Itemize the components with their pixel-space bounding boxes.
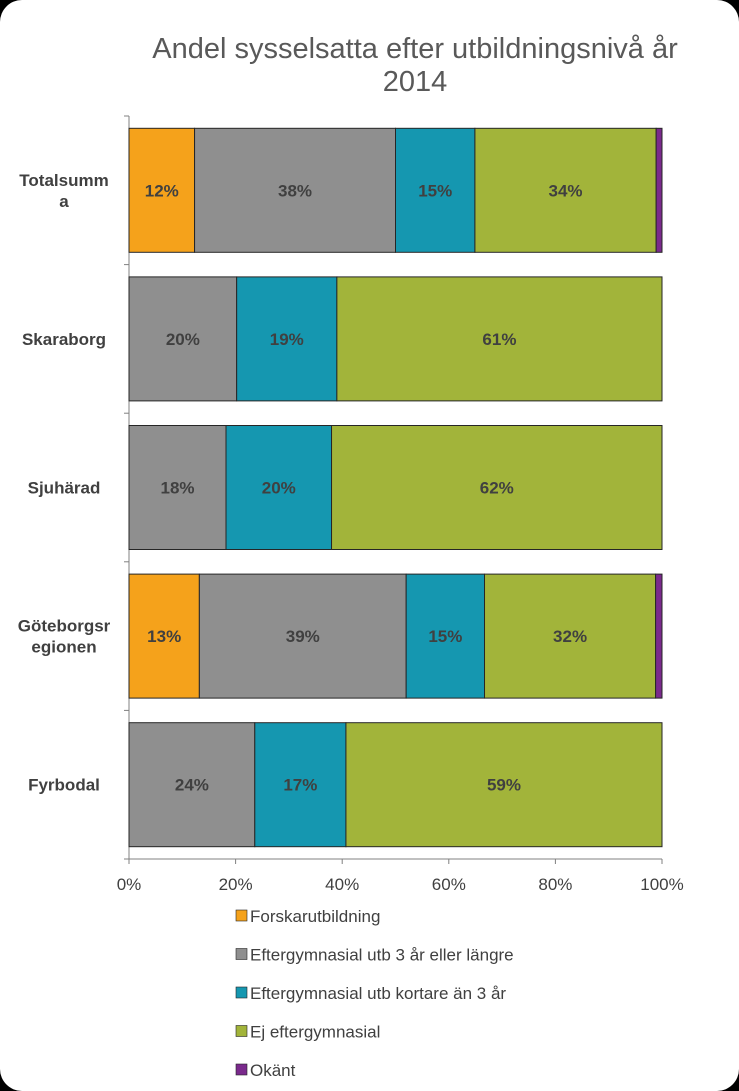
legend-label: Forskarutbildning: [250, 907, 380, 926]
data-label: 20%: [166, 330, 200, 349]
data-label: 59%: [487, 776, 521, 795]
bar-segment: [345, 722, 663, 848]
bar-segment: [655, 573, 663, 699]
x-tick-label: 0%: [117, 875, 142, 894]
chart-title-line: Andel sysselsatta efter utbildningsnivå …: [152, 33, 678, 65]
bar-segment: [128, 573, 200, 699]
data-label: 61%: [482, 330, 516, 349]
data-label: 20%: [262, 479, 296, 498]
category-label: Totalsumm: [19, 171, 108, 190]
x-tick-label: 80%: [538, 875, 572, 894]
bar-segment: [128, 722, 256, 848]
data-label: 12%: [145, 181, 179, 200]
data-label: 13%: [147, 627, 181, 646]
bar-segment: [225, 425, 333, 550]
legend-swatch: [235, 1063, 248, 1076]
legend-swatch: [235, 909, 248, 922]
x-tick-label: 40%: [325, 875, 359, 894]
data-label: 15%: [418, 181, 452, 200]
data-label: 15%: [428, 627, 462, 646]
bar-segment: [331, 425, 663, 550]
bar-segment: [336, 276, 663, 402]
legend-label: Eftergymnasial utb kortare än 3 år: [250, 984, 506, 1003]
legend-swatch: [235, 948, 248, 960]
bar-segment: [236, 276, 338, 402]
category-label: Skaraborg: [22, 330, 106, 349]
data-label: 19%: [270, 330, 304, 349]
data-label: 39%: [286, 627, 320, 646]
bar-segment: [128, 425, 227, 550]
legend-label: Okänt: [250, 1061, 296, 1080]
chart-title-line: 2014: [383, 66, 448, 98]
bar-segment: [254, 722, 347, 848]
bar-segment: [395, 127, 476, 253]
data-label: 62%: [480, 479, 514, 498]
bar-segment: [484, 573, 657, 699]
bar-segment: [405, 573, 486, 699]
category-label: a: [59, 192, 69, 211]
x-tick-label: 100%: [640, 875, 683, 894]
legend-label: Ej eftergymnasial: [250, 1023, 380, 1042]
bar-segment: [655, 127, 663, 253]
legend-swatch: [235, 986, 248, 999]
legend-swatch: [235, 1025, 248, 1037]
category-label: egionen: [31, 638, 96, 657]
data-label: 24%: [175, 776, 209, 795]
data-label: 32%: [553, 627, 587, 646]
x-tick-label: 60%: [432, 875, 466, 894]
data-label: 38%: [278, 181, 312, 200]
data-label: 17%: [283, 776, 317, 795]
x-tick-label: 20%: [219, 875, 253, 894]
bar-segment: [128, 276, 238, 402]
legend-label: Eftergymnasial utb 3 år eller längre: [250, 946, 514, 965]
data-label: 34%: [549, 181, 583, 200]
category-label: Fyrbodal: [28, 776, 100, 795]
category-label: Göteborgsr: [18, 617, 111, 636]
category-label: Sjuhärad: [28, 479, 101, 498]
data-label: 18%: [160, 479, 194, 498]
bar-segment: [198, 573, 407, 699]
